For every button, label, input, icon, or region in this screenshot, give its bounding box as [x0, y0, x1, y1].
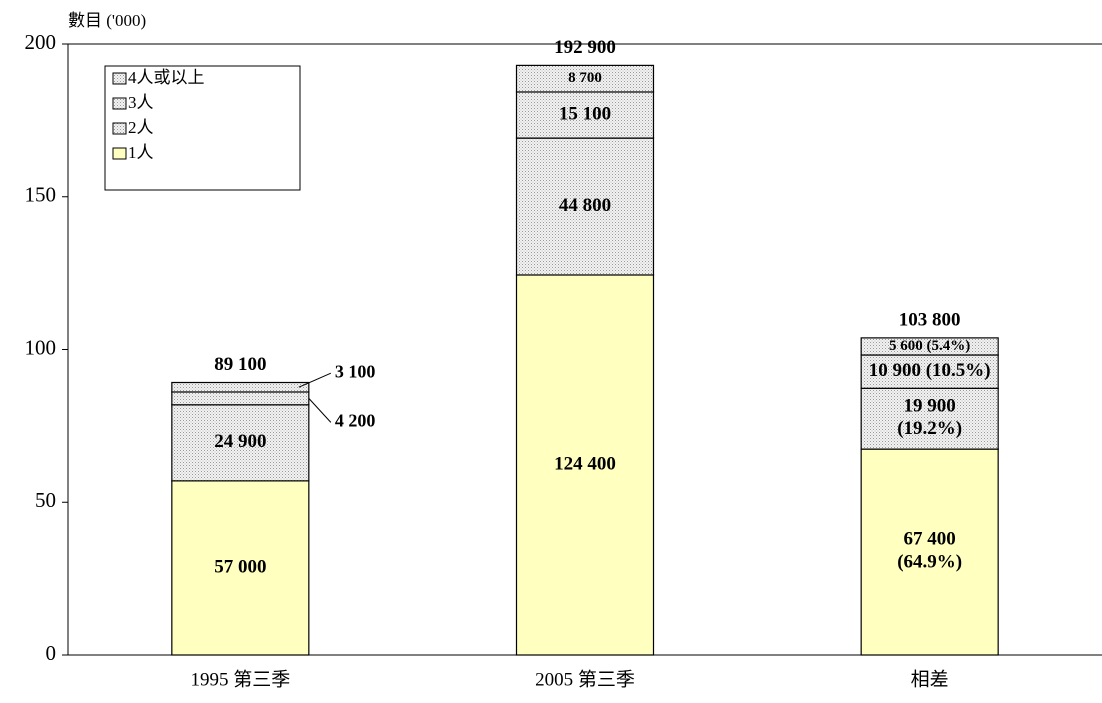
total-label: 103 800 — [899, 309, 961, 330]
legend-swatch — [112, 122, 127, 135]
x-tick-label: 2005 第三季 — [535, 668, 635, 690]
legend-label: 1人 — [128, 143, 154, 162]
legend-swatch — [112, 97, 127, 110]
bar-segment — [860, 387, 999, 450]
bar-segment — [515, 137, 655, 276]
value-label: 124 400 — [554, 453, 616, 474]
legend-swatch — [112, 147, 127, 160]
y-tick-label: 50 — [35, 488, 56, 512]
legend-label: 2人 — [128, 118, 154, 137]
legend-swatch — [112, 72, 127, 85]
leader-line — [308, 398, 332, 423]
legend — [104, 65, 301, 191]
bar-segment — [860, 337, 999, 356]
leader-line — [298, 372, 332, 388]
y-tick-label: 150 — [25, 183, 57, 207]
value-label: 5 600 (5.4%) — [889, 338, 970, 354]
value-label: 24 900 — [214, 431, 266, 452]
value-label: 67 400 (64.9%) — [897, 529, 962, 573]
x-tick-label: 相差 — [911, 668, 949, 690]
bar-segment — [171, 404, 310, 482]
y-tick-label: 100 — [25, 335, 57, 359]
bar-segment — [515, 274, 655, 656]
bar-segment — [171, 381, 310, 393]
x-tick-label: 1995 第三季 — [190, 668, 290, 690]
value-label: 57 000 — [214, 556, 266, 577]
value-label: 10 900 (10.5%) — [869, 360, 991, 381]
legend-label: 3人 — [128, 93, 154, 112]
bar-segment — [515, 64, 655, 93]
total-label: 89 100 — [214, 354, 266, 375]
bar-segment — [171, 480, 310, 656]
value-label: 4 200 — [335, 411, 376, 431]
bar-segment — [860, 448, 999, 656]
value-label: 19 900 (19.2%) — [897, 396, 962, 440]
total-label: 192 900 — [554, 37, 616, 58]
value-label: 8 700 — [568, 70, 602, 86]
y-tick-label: 0 — [46, 641, 57, 665]
value-label: 15 100 — [559, 103, 611, 124]
axis-title: 數目 ('000) — [68, 11, 146, 30]
legend-label: 4人或以上 — [128, 68, 205, 87]
value-label: 44 800 — [559, 195, 611, 216]
bar-segment — [860, 354, 999, 389]
bar-segment — [171, 391, 310, 406]
value-label: 3 100 — [335, 361, 376, 381]
y-tick-label: 200 — [25, 30, 57, 54]
